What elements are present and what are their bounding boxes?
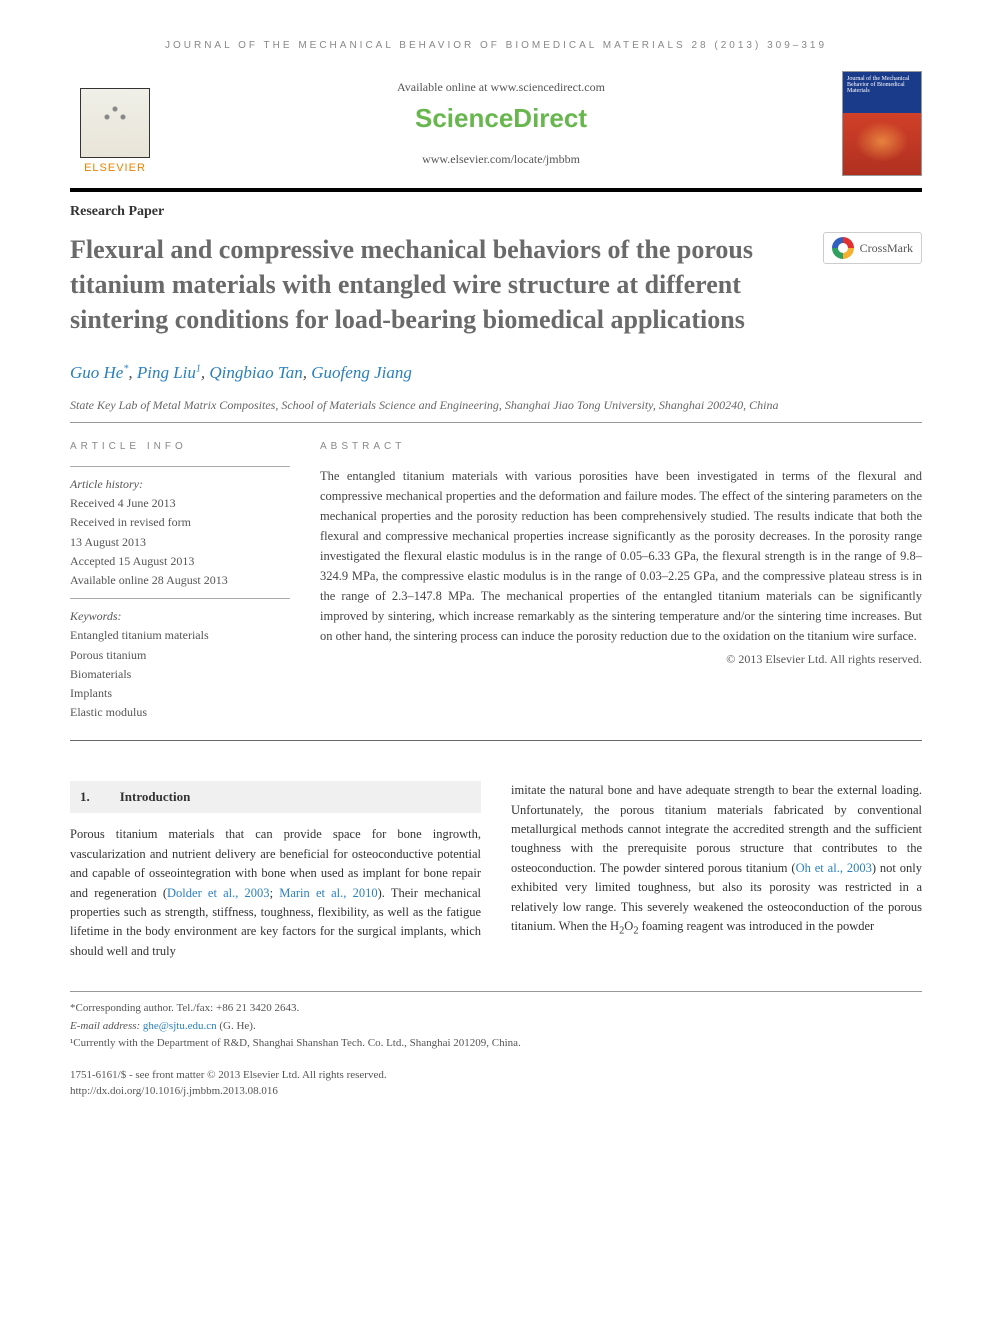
corr-label: *Corresponding author. — [70, 1002, 174, 1014]
abstract-label: ABSTRACT — [320, 441, 922, 452]
citation-link-2[interactable]: Marin et al., 2010 — [279, 886, 377, 900]
affiliation: State Key Lab of Metal Matrix Composites… — [70, 397, 922, 414]
author-1[interactable]: Guo He — [70, 363, 123, 382]
history-accepted: Accepted 15 August 2013 — [70, 552, 290, 571]
abstract-text: The entangled titanium materials with va… — [320, 466, 922, 646]
citation-link-3[interactable]: Oh et al., 2003 — [796, 861, 872, 875]
article-info: ARTICLE INFO Article history: Received 4… — [70, 441, 290, 730]
body-column-left: 1. Introduction Porous titanium material… — [70, 781, 481, 961]
info-abstract-row: ARTICLE INFO Article history: Received 4… — [70, 441, 922, 730]
corresponding-author-note: *Corresponding author. Tel./fax: +86 21 … — [70, 1000, 922, 1018]
elsevier-tree-icon — [80, 88, 150, 158]
keywords-label: Keywords: — [70, 607, 290, 626]
footnotes: *Corresponding author. Tel./fax: +86 21 … — [70, 991, 922, 1053]
crossmark-badge[interactable]: CrossMark — [823, 232, 922, 264]
author-list: Guo He*, Ping Liu1, Qingbiao Tan, Guofen… — [70, 363, 922, 383]
divider — [70, 422, 922, 423]
running-header: JOURNAL OF THE MECHANICAL BEHAVIOR OF BI… — [70, 40, 922, 51]
author-2-mark[interactable]: 1 — [196, 364, 201, 375]
publisher-name: ELSEVIER — [84, 162, 146, 174]
body-column-right: imitate the natural bone and have adequa… — [511, 781, 922, 961]
history-label: Article history: — [70, 475, 290, 494]
keyword-2: Porous titanium — [70, 646, 290, 665]
body-text-2c: O — [624, 919, 633, 933]
article-type: Research Paper — [70, 204, 922, 220]
abstract-column: ABSTRACT The entangled titanium material… — [320, 441, 922, 730]
article-title: Flexural and compressive mechanical beha… — [70, 232, 790, 337]
body-text-2d: foaming reagent was introduced in the po… — [639, 919, 875, 933]
keyword-5: Elastic modulus — [70, 703, 290, 722]
sciencedirect-logo[interactable]: ScienceDirect — [160, 103, 842, 134]
author-2[interactable]: Ping Liu — [137, 363, 196, 382]
author-3[interactable]: Qingbiao Tan — [209, 363, 302, 382]
section-heading-1: 1. Introduction — [70, 781, 481, 813]
masthead: ELSEVIER Available online at www.science… — [70, 71, 922, 192]
journal-cover-thumbnail[interactable]: Journal of the Mechanical Behavior of Bi… — [842, 71, 922, 176]
doi-line[interactable]: http://dx.doi.org/10.1016/j.jmbbm.2013.0… — [70, 1083, 922, 1100]
body-columns: 1. Introduction Porous titanium material… — [70, 781, 922, 961]
email-label: E-mail address: — [70, 1020, 143, 1032]
history-revised-2: 13 August 2013 — [70, 533, 290, 552]
body-paragraph-2: imitate the natural bone and have adequa… — [511, 781, 922, 939]
keyword-3: Biomaterials — [70, 665, 290, 684]
article-history: Article history: Received 4 June 2013 Re… — [70, 466, 290, 590]
corr-tel: Tel./fax: +86 21 3420 2643. — [174, 1002, 299, 1014]
divider-thick — [70, 740, 922, 741]
body-text-1b: ; — [270, 886, 280, 900]
keywords-block: Keywords: Entangled titanium materials P… — [70, 598, 290, 722]
keyword-4: Implants — [70, 684, 290, 703]
history-received: Received 4 June 2013 — [70, 494, 290, 513]
article-info-label: ARTICLE INFO — [70, 441, 290, 452]
section-title: Introduction — [120, 787, 191, 807]
history-revised-1: Received in revised form — [70, 513, 290, 532]
section-number: 1. — [80, 787, 90, 807]
crossmark-label: CrossMark — [860, 241, 913, 256]
history-online: Available online 28 August 2013 — [70, 571, 290, 590]
citation-link-1[interactable]: Dolder et al., 2003 — [167, 886, 270, 900]
email-line: E-mail address: ghe@sjtu.edu.cn (G. He). — [70, 1018, 922, 1036]
masthead-center: Available online at www.sciencedirect.co… — [160, 80, 842, 167]
available-online-text: Available online at www.sciencedirect.co… — [160, 80, 842, 95]
publisher-logo[interactable]: ELSEVIER — [70, 74, 160, 174]
keyword-1: Entangled titanium materials — [70, 626, 290, 645]
author-4[interactable]: Guofeng Jiang — [311, 363, 412, 382]
journal-cover-title: Journal of the Mechanical Behavior of Bi… — [847, 76, 909, 94]
title-row: Flexural and compressive mechanical beha… — [70, 232, 922, 337]
footer-meta: 1751-6161/$ - see front matter © 2013 El… — [70, 1067, 922, 1100]
issn-line: 1751-6161/$ - see front matter © 2013 El… — [70, 1067, 922, 1084]
footnote-1: ¹Currently with the Department of R&D, S… — [70, 1035, 922, 1053]
crossmark-icon — [832, 237, 854, 259]
journal-url[interactable]: www.elsevier.com/locate/jmbbm — [160, 152, 842, 167]
email-who: (G. He). — [217, 1020, 256, 1032]
abstract-copyright: © 2013 Elsevier Ltd. All rights reserved… — [320, 652, 922, 667]
author-1-mark[interactable]: * — [123, 364, 128, 375]
email-link[interactable]: ghe@sjtu.edu.cn — [143, 1020, 217, 1032]
body-paragraph-1: Porous titanium materials that can provi… — [70, 825, 481, 961]
